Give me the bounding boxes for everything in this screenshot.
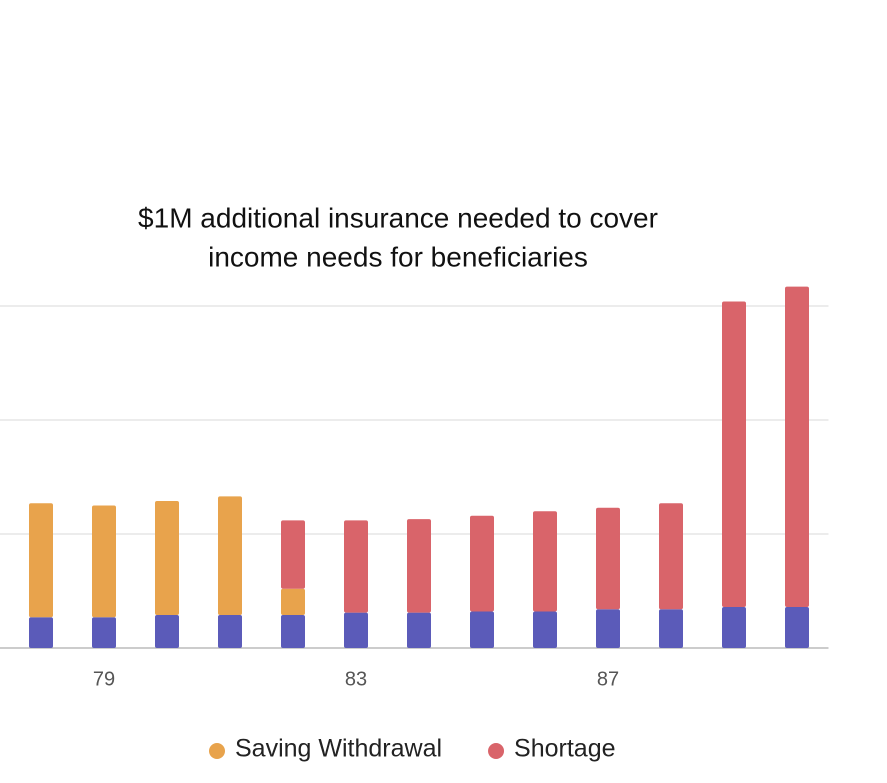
bar-segment	[470, 611, 494, 648]
bar-segment	[785, 606, 809, 648]
bar-segment	[344, 520, 368, 613]
legend-marker	[209, 743, 225, 759]
bar-segment	[533, 611, 557, 648]
bar-segment	[218, 614, 242, 648]
bar-segment	[596, 609, 620, 648]
bar-segment	[29, 617, 53, 648]
x-tick-label: 83	[345, 668, 367, 690]
x-tick-label: 79	[93, 668, 115, 690]
bar-segment	[722, 606, 746, 648]
bar-segment	[155, 500, 179, 615]
bar-segment	[533, 511, 557, 612]
bar-segment	[92, 505, 116, 618]
chart-title: $1M additional insurance needed to cover	[138, 202, 658, 233]
bar-segment	[407, 612, 431, 648]
bar-segment	[596, 507, 620, 610]
bar-segment	[722, 301, 746, 607]
bar-segment	[659, 503, 683, 610]
bar-segment	[155, 614, 179, 648]
legend-label: Shortage	[514, 735, 615, 763]
x-tick-label: 87	[597, 668, 619, 690]
bar-segment	[785, 286, 809, 607]
bar-segment	[281, 614, 305, 648]
bar-segment	[281, 588, 305, 615]
bar-segment	[92, 617, 116, 648]
bar-segment	[659, 609, 683, 648]
bar-segment	[470, 515, 494, 612]
legend-marker	[488, 743, 505, 759]
bar-segment	[29, 503, 53, 618]
bar-segment	[407, 519, 431, 613]
chart-title: income needs for beneficiaries	[208, 241, 588, 272]
bar-segment	[281, 520, 305, 589]
bar-segment	[218, 496, 242, 615]
legend-label: Saving Withdrawal	[235, 735, 442, 763]
bar-segment	[344, 612, 368, 648]
